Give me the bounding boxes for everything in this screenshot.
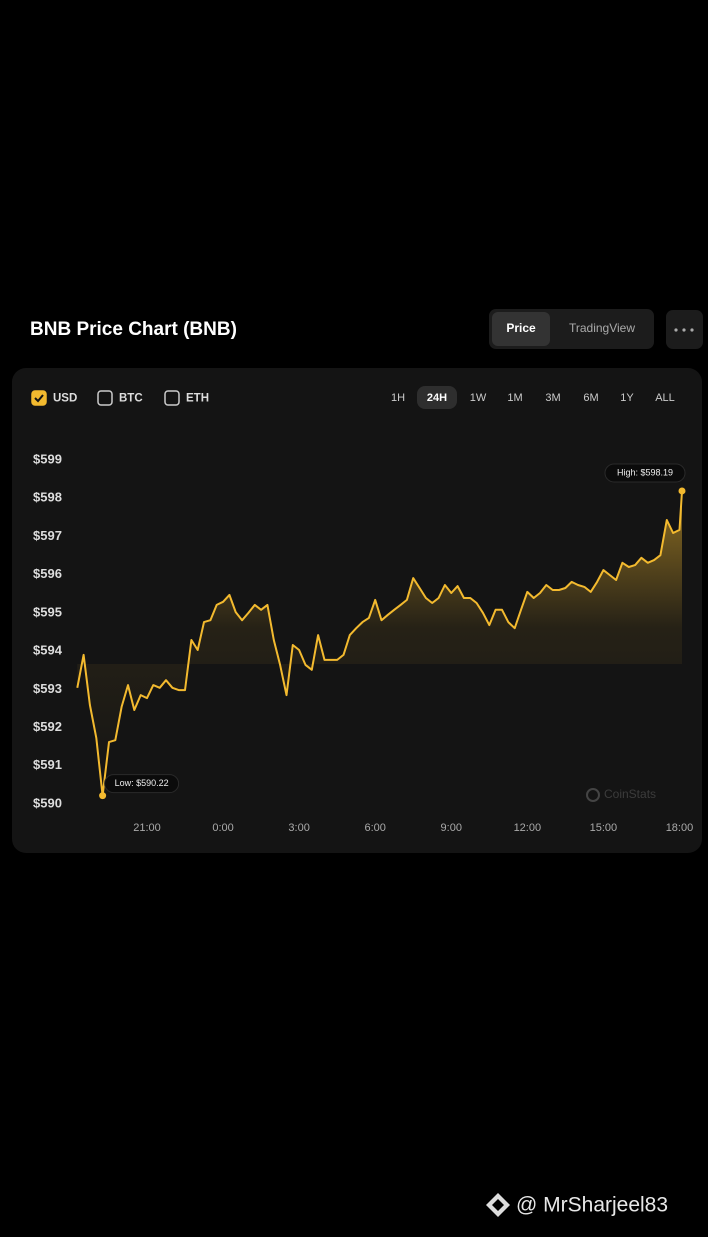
checkbox-label[interactable]: ETH [186,393,209,405]
high-label-bg [604,463,686,483]
range-button[interactable]: 1H [391,392,405,404]
logo-shape [486,1193,510,1217]
high-label: High: $598.19 [617,467,673,477]
dot [674,328,678,332]
x-tick-label: 0:00 [212,822,233,834]
range-button[interactable]: 1M [507,392,522,404]
dot [682,328,686,332]
range-button[interactable]: ALL [655,392,675,404]
y-tick-label: $592 [33,719,62,734]
y-tick-label: $594 [33,643,63,658]
price-area [77,491,683,796]
y-tick-label: $599 [33,451,62,466]
y-tick-label: $597 [33,528,62,543]
x-tick-label: 6:00 [364,822,385,834]
footer-logo [486,1193,510,1217]
checkbox-label[interactable]: USD [53,393,77,405]
y-tick-label: $590 [33,795,62,810]
y-tick-label: $593 [33,681,62,696]
tab[interactable]: TradingView [569,321,635,335]
checkbox[interactable] [31,390,47,406]
checkbox[interactable] [97,390,113,406]
x-tick-label: 12:00 [514,822,542,834]
x-tick-label: 21:00 [133,822,161,834]
low-label: Low: $590.22 [115,778,169,788]
dot [690,328,694,332]
tab-active-bg [492,312,550,346]
y-tick-label: $598 [33,490,62,505]
range-button[interactable]: 1W [470,392,487,404]
low-marker [99,792,107,800]
watermark-icon [586,788,600,802]
y-tick-label: $595 [33,604,62,619]
watermark: CoinStats [604,787,656,801]
range-button[interactable]: 1Y [620,392,634,404]
checkmark [34,394,44,403]
y-tick-label: $596 [33,566,62,581]
tab[interactable]: Price [506,321,536,335]
x-tick-label: 15:00 [590,822,618,834]
footer-handle: @ MrSharjeel83 [516,1194,668,1217]
page-title: BNB Price Chart (BNB) [30,319,237,340]
x-tick-label: 9:00 [441,822,462,834]
range-button[interactable]: 24H [427,392,447,404]
checkbox-label[interactable]: BTC [119,393,143,405]
x-tick-label: 18:00 [666,822,694,834]
range-button[interactable]: 3M [545,392,560,404]
checkbox[interactable] [164,390,180,406]
price-line [76,490,683,797]
range-button[interactable]: 6M [583,392,598,404]
y-tick-label: $591 [33,757,62,772]
x-tick-label: 3:00 [288,822,309,834]
low-label-bg [104,774,180,794]
range-active-bg [417,386,457,409]
high-marker [678,487,686,495]
chart-card [12,368,702,853]
